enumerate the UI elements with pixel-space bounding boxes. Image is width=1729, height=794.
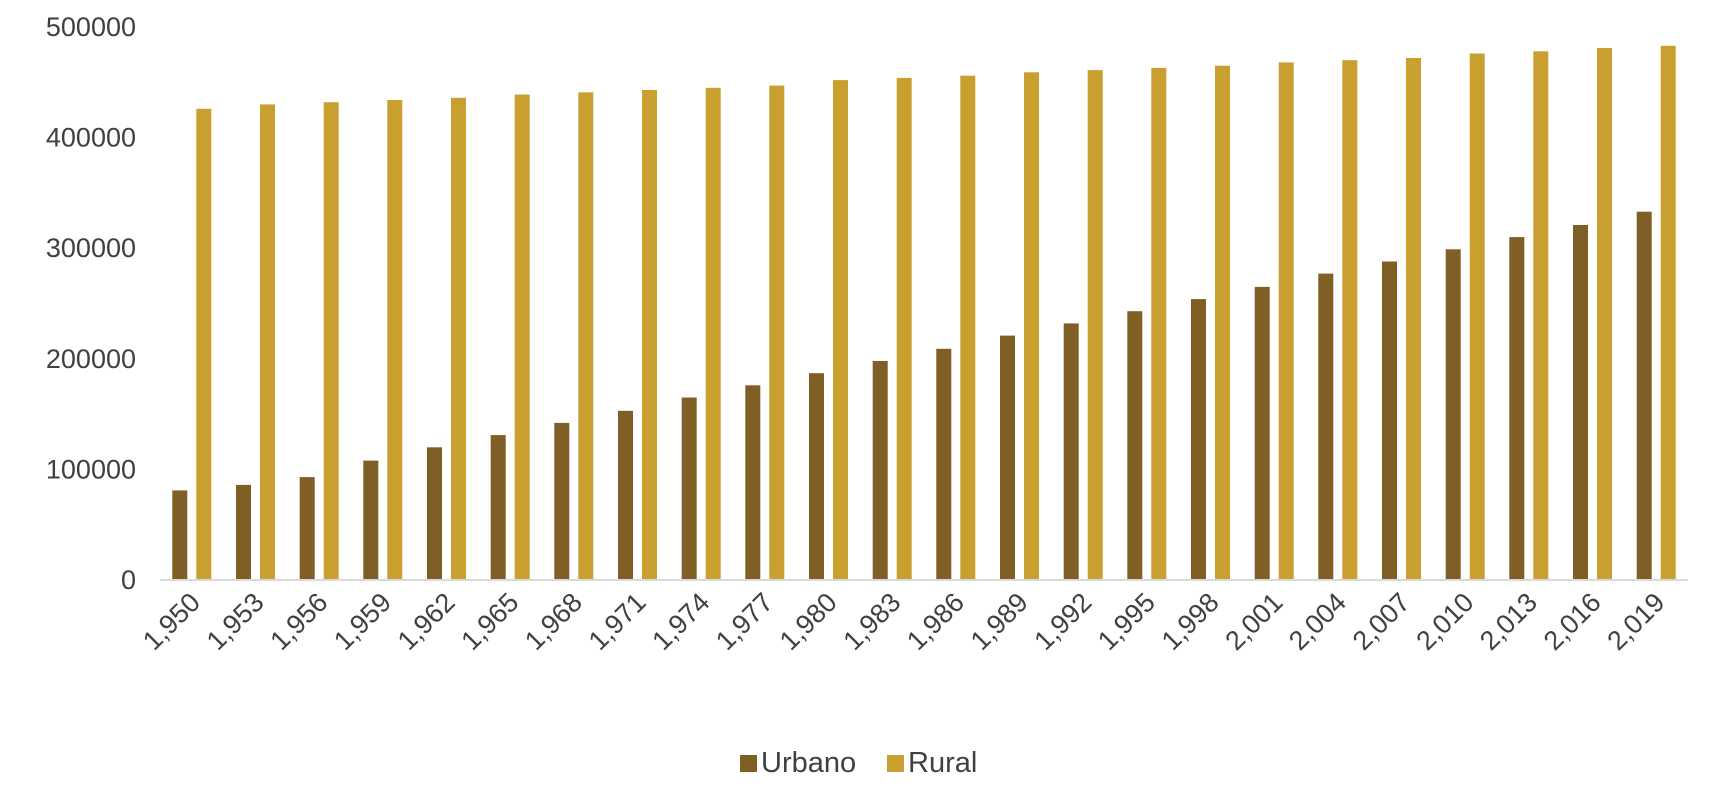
bar-urbano-1992: [1063, 323, 1079, 580]
x-axis-ticks: 1,9501,9531,9561,9591,9621,9651,9681,971…: [137, 587, 1670, 656]
bar-rural-1995: [1151, 67, 1167, 580]
x-tick-label: 2,019: [1601, 587, 1670, 656]
bar-rural-2013: [1533, 51, 1549, 581]
bar-urbano-1953: [236, 484, 251, 580]
bar-rural-1974: [705, 87, 721, 581]
bar-rural-1989: [1024, 72, 1039, 581]
x-tick-label: 1,980: [774, 587, 843, 656]
legend-label-urbano: Urbano: [761, 747, 856, 779]
x-tick-label: 1,986: [901, 587, 970, 656]
legend: Urbano Rural: [740, 747, 977, 779]
x-tick-label: 1,965: [455, 587, 524, 656]
bar-rural-1980: [833, 80, 848, 580]
bar-rural-1965: [514, 94, 530, 580]
bar-rural-2004: [1342, 60, 1358, 580]
bar-rural-2019: [1660, 45, 1676, 581]
bar-urbano-1989: [1000, 335, 1015, 580]
y-tick-label: 500000: [46, 12, 136, 42]
x-tick-label: 1,983: [837, 587, 906, 656]
bar-urbano-1962: [427, 447, 442, 580]
y-axis-ticks: 0 100000 200000 300000 400000 500000: [46, 12, 136, 595]
x-tick-label: 1,995: [1092, 587, 1161, 656]
bar-rural-1998: [1215, 65, 1230, 580]
bar-urbano-1986: [936, 348, 952, 580]
x-tick-label: 1,992: [1028, 587, 1097, 656]
x-tick-label: 1,968: [519, 587, 588, 656]
bar-urbano-1998: [1191, 299, 1206, 580]
bar-rural-2001: [1278, 62, 1294, 580]
x-tick-label: 1,956: [264, 587, 333, 656]
bar-rural-1977: [769, 85, 785, 580]
bar-rural-1986: [960, 75, 976, 580]
x-tick-label: 2,010: [1410, 587, 1479, 656]
bar-urbano-2013: [1509, 237, 1525, 580]
y-tick-label: 400000: [46, 123, 136, 153]
bar-urbano-1980: [809, 373, 824, 580]
bar-rural-1956: [323, 102, 339, 580]
bar-rural-2016: [1597, 48, 1612, 580]
y-tick-label: 0: [121, 565, 136, 595]
x-tick-label: 2,001: [1219, 587, 1288, 656]
bar-urbano-2001: [1254, 286, 1270, 580]
bar-rural-1983: [896, 77, 912, 581]
bar-urbano-1959: [363, 460, 379, 580]
bar-rural-1971: [642, 90, 657, 580]
y-tick-label: 300000: [46, 233, 136, 263]
bars: [172, 45, 1676, 581]
bar-urbano-1968: [554, 422, 570, 580]
bar-rural-1959: [387, 100, 403, 580]
bar-urbano-1974: [681, 397, 697, 580]
x-tick-label: 1,998: [1156, 587, 1225, 656]
bar-urbano-2007: [1382, 261, 1397, 580]
x-tick-label: 2,007: [1347, 587, 1416, 656]
bar-rural-2007: [1406, 58, 1421, 580]
bar-urbano-1995: [1127, 311, 1143, 580]
x-tick-label: 1,959: [328, 587, 397, 656]
bar-urbano-2010: [1445, 249, 1461, 581]
bar-urbano-1971: [618, 410, 633, 580]
x-tick-label: 1,974: [646, 587, 715, 656]
bar-rural-1968: [578, 92, 594, 581]
x-tick-label: 1,953: [201, 587, 270, 656]
bar-urbano-1983: [872, 361, 888, 580]
legend-swatch-urbano: [740, 755, 757, 772]
bar-rural-1992: [1087, 70, 1103, 580]
x-tick-label: 1,989: [965, 587, 1034, 656]
bar-urbano-1965: [490, 435, 506, 580]
bar-urbano-2016: [1573, 225, 1588, 580]
bar-rural-2010: [1469, 53, 1485, 580]
bar-rural-1962: [451, 97, 466, 581]
x-tick-label: 1,962: [392, 587, 461, 656]
x-tick-label: 1,977: [710, 587, 779, 656]
bar-rural-1950: [196, 108, 212, 581]
x-tick-label: 2,004: [1283, 587, 1352, 656]
bar-urbano-2004: [1318, 273, 1334, 580]
x-tick-label: 2,013: [1474, 587, 1543, 656]
bar-urbano-1950: [172, 490, 188, 580]
bar-urbano-2019: [1636, 211, 1652, 580]
bar-urbano-1977: [745, 385, 761, 580]
bar-urbano-1956: [299, 477, 315, 580]
y-tick-label: 200000: [46, 344, 136, 374]
x-tick-label: 1,971: [583, 587, 652, 656]
bar-rural-1953: [260, 104, 275, 581]
y-tick-label: 100000: [46, 454, 136, 484]
x-tick-label: 2,016: [1538, 587, 1607, 656]
legend-label-rural: Rural: [908, 747, 977, 779]
x-tick-label: 1,950: [137, 587, 206, 656]
legend-swatch-rural: [887, 755, 904, 772]
